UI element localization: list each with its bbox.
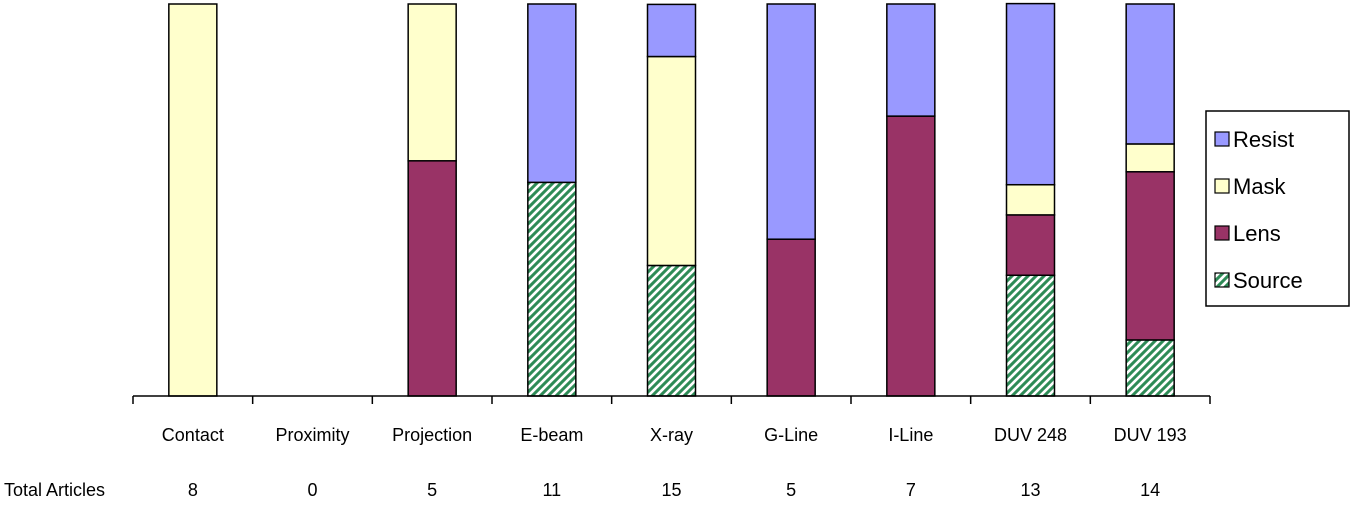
legend-label-resist: Resist	[1233, 127, 1294, 152]
total-articles-value: 11	[542, 480, 561, 500]
bar-segment-resist-g-line	[766, 3, 816, 240]
legend: Resist Mask Lens Source	[1205, 110, 1350, 307]
bar-segment-source-x-ray	[646, 264, 697, 397]
x-tick-label: E-beam	[520, 425, 583, 445]
total-articles-value: 14	[1140, 480, 1160, 500]
x-tick-label: Contact	[162, 425, 224, 445]
bar-segment-lens-duv-248	[1005, 214, 1056, 277]
bar-segment-resist-duv-193	[1125, 3, 1175, 145]
x-tick-label: G-Line	[764, 425, 818, 445]
total-articles-values: 8 0 5 11 15 5 7 13 14	[188, 480, 1160, 500]
bar-segment-mask-duv-248	[1005, 183, 1056, 216]
legend-swatch-resist	[1214, 131, 1230, 147]
bar-segment-source-e-beam	[527, 181, 577, 397]
bar-segment-mask-projection	[407, 3, 457, 162]
bar-segment-resist-duv-248	[1005, 2, 1056, 186]
bar-segment-lens-projection	[407, 160, 457, 397]
legend-swatch-mask	[1214, 178, 1230, 194]
x-tick-label: Proximity	[275, 425, 349, 445]
legend-swatch-lens	[1214, 225, 1230, 241]
x-axis-ticks	[132, 396, 1211, 404]
bar-segment-mask-duv-193	[1125, 143, 1175, 173]
bar-segment-source-duv-193	[1125, 339, 1175, 397]
x-axis-tick-labels: Contact Proximity Projection E-beam X-ray G-L…	[162, 425, 1187, 445]
total-articles-value: 7	[906, 480, 916, 500]
legend-label-source: Source	[1233, 268, 1303, 293]
bar-segment-mask-contact	[168, 3, 218, 397]
x-tick-label: DUV 193	[1114, 425, 1187, 445]
total-articles-value: 8	[188, 480, 198, 500]
total-articles-value: 13	[1020, 480, 1040, 500]
legend-box	[1205, 110, 1350, 307]
total-articles-label: Total Articles	[4, 480, 105, 500]
legend-swatch-source	[1214, 272, 1230, 288]
bar-segment-resist-i-line	[886, 3, 936, 117]
total-articles-value: 15	[661, 480, 681, 500]
bar-segment-source-duv-248	[1005, 274, 1056, 397]
total-articles-value: 5	[786, 480, 796, 500]
bar-segment-lens-i-line	[886, 115, 936, 397]
total-articles-value: 0	[307, 480, 317, 500]
total-articles-value: 5	[427, 480, 437, 500]
x-tick-label: X-ray	[650, 425, 693, 445]
bar-segment-resist-e-beam	[527, 3, 577, 184]
x-tick-label: I-Line	[888, 425, 933, 445]
bar-segment-resist-x-ray	[646, 3, 697, 58]
bar-segment-mask-x-ray	[646, 55, 697, 267]
bars-layer	[168, 2, 1175, 397]
bar-segment-lens-duv-193	[1125, 171, 1175, 341]
x-tick-label: Projection	[392, 425, 472, 445]
legend-label-mask: Mask	[1233, 174, 1287, 199]
legend-label-lens: Lens	[1233, 221, 1281, 246]
x-tick-label: DUV 248	[994, 425, 1067, 445]
bar-segment-lens-g-line	[766, 238, 816, 397]
